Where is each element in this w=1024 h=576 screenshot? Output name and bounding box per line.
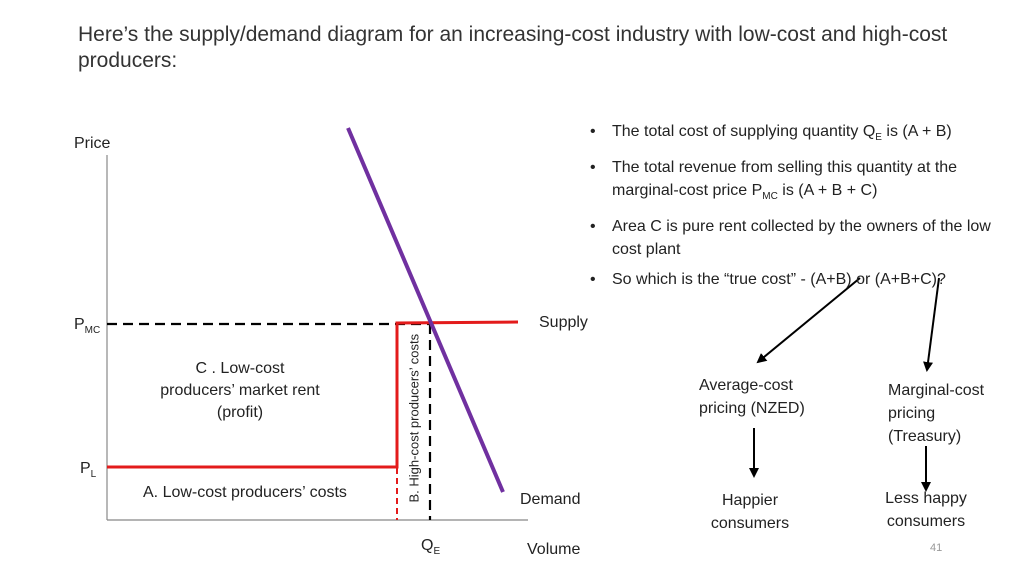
demand-label: Demand xyxy=(520,491,581,508)
bullet-item: The total cost of supplying quantity QE … xyxy=(590,120,1010,149)
qe-label: QE xyxy=(421,537,441,558)
area-a-label: A. Low-cost producers’ costs xyxy=(143,484,347,501)
page-number: 41 xyxy=(930,542,943,554)
area-c-label: C . Low-cost producers’ market rent (pro… xyxy=(160,360,320,421)
y-axis-label: Price xyxy=(74,135,111,152)
arrow-to-marginal-cost xyxy=(923,277,940,372)
average-cost-pricing: Average-cost pricing (NZED) xyxy=(699,377,805,417)
supply-curve xyxy=(107,320,519,469)
area-b-wrapper: B. High-cost producers’ costs xyxy=(407,333,422,513)
bullet-item: The total revenue from selling this quan… xyxy=(590,156,1010,208)
bullet-item: Area C is pure rent collected by the own… xyxy=(590,215,1010,261)
slide-title: Here’s the supply/demand diagram for an … xyxy=(78,23,948,72)
supply-label: Supply xyxy=(539,314,588,331)
explanation-bullets: The total cost of supplying quantity QE … xyxy=(590,120,1010,298)
area-b-label: B. High-cost producers’ costs xyxy=(406,333,422,503)
marginal-cost-pricing: Marginal-cost pricing (Treasury) xyxy=(888,382,985,445)
happier-consumers: Happier consumers xyxy=(710,492,790,532)
less-happy-consumers: Less happy consumers xyxy=(885,490,967,530)
bullet-item: So which is the “true cost” - (A+B) or (… xyxy=(590,268,1010,291)
x-axis-label: Volume xyxy=(527,541,581,558)
pmc-label: PMC xyxy=(74,316,101,337)
demand-curve xyxy=(346,127,505,493)
arrow-to-average-cost xyxy=(756,277,861,364)
pl-label: PL xyxy=(80,460,97,481)
